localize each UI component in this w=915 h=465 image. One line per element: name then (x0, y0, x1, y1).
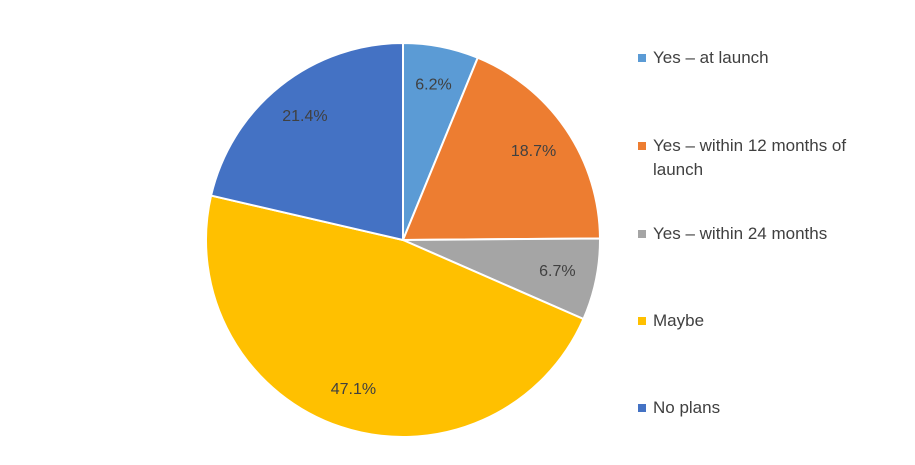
legend-item: Maybe (638, 309, 853, 333)
legend-item: Yes – within 12 months of launch (638, 134, 853, 182)
legend-swatch (638, 54, 646, 62)
data-label: 21.4% (282, 108, 327, 125)
data-label: 18.7% (511, 143, 556, 160)
legend-label: Yes – at launch (653, 48, 769, 67)
legend-swatch (638, 142, 646, 150)
pie-slice (205, 194, 585, 438)
legend-item: Yes – within 24 months (638, 222, 853, 246)
data-label: 6.2% (415, 77, 451, 94)
legend-swatch (638, 317, 646, 325)
data-label: 47.1% (331, 381, 376, 398)
pie-slice (209, 41, 404, 242)
legend-swatch (638, 230, 646, 238)
legend-label: Yes – within 12 months of launch (653, 136, 847, 179)
data-label: 6.7% (539, 263, 575, 280)
pie-slice (401, 56, 602, 242)
legend-label: Maybe (653, 311, 705, 330)
legend-swatch (638, 404, 646, 412)
legend-label: No plans (653, 398, 721, 417)
legend-item: Yes – at launch (638, 46, 853, 70)
legend-label: Yes – within 24 months (653, 224, 828, 243)
legend-item: No plans (638, 396, 853, 420)
